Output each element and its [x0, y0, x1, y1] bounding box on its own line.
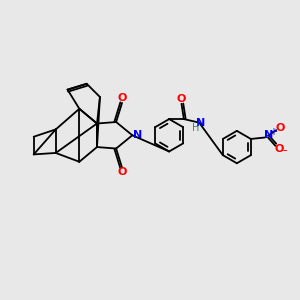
- Text: N: N: [264, 130, 273, 140]
- Text: O: O: [276, 123, 285, 133]
- Text: O: O: [177, 94, 186, 104]
- Text: O: O: [275, 144, 284, 154]
- Text: N: N: [133, 130, 142, 140]
- Text: H: H: [192, 123, 199, 133]
- Text: O: O: [117, 167, 127, 177]
- Text: -: -: [282, 144, 286, 157]
- Text: O: O: [117, 94, 127, 103]
- Text: +: +: [269, 127, 277, 136]
- Text: N: N: [196, 118, 205, 128]
